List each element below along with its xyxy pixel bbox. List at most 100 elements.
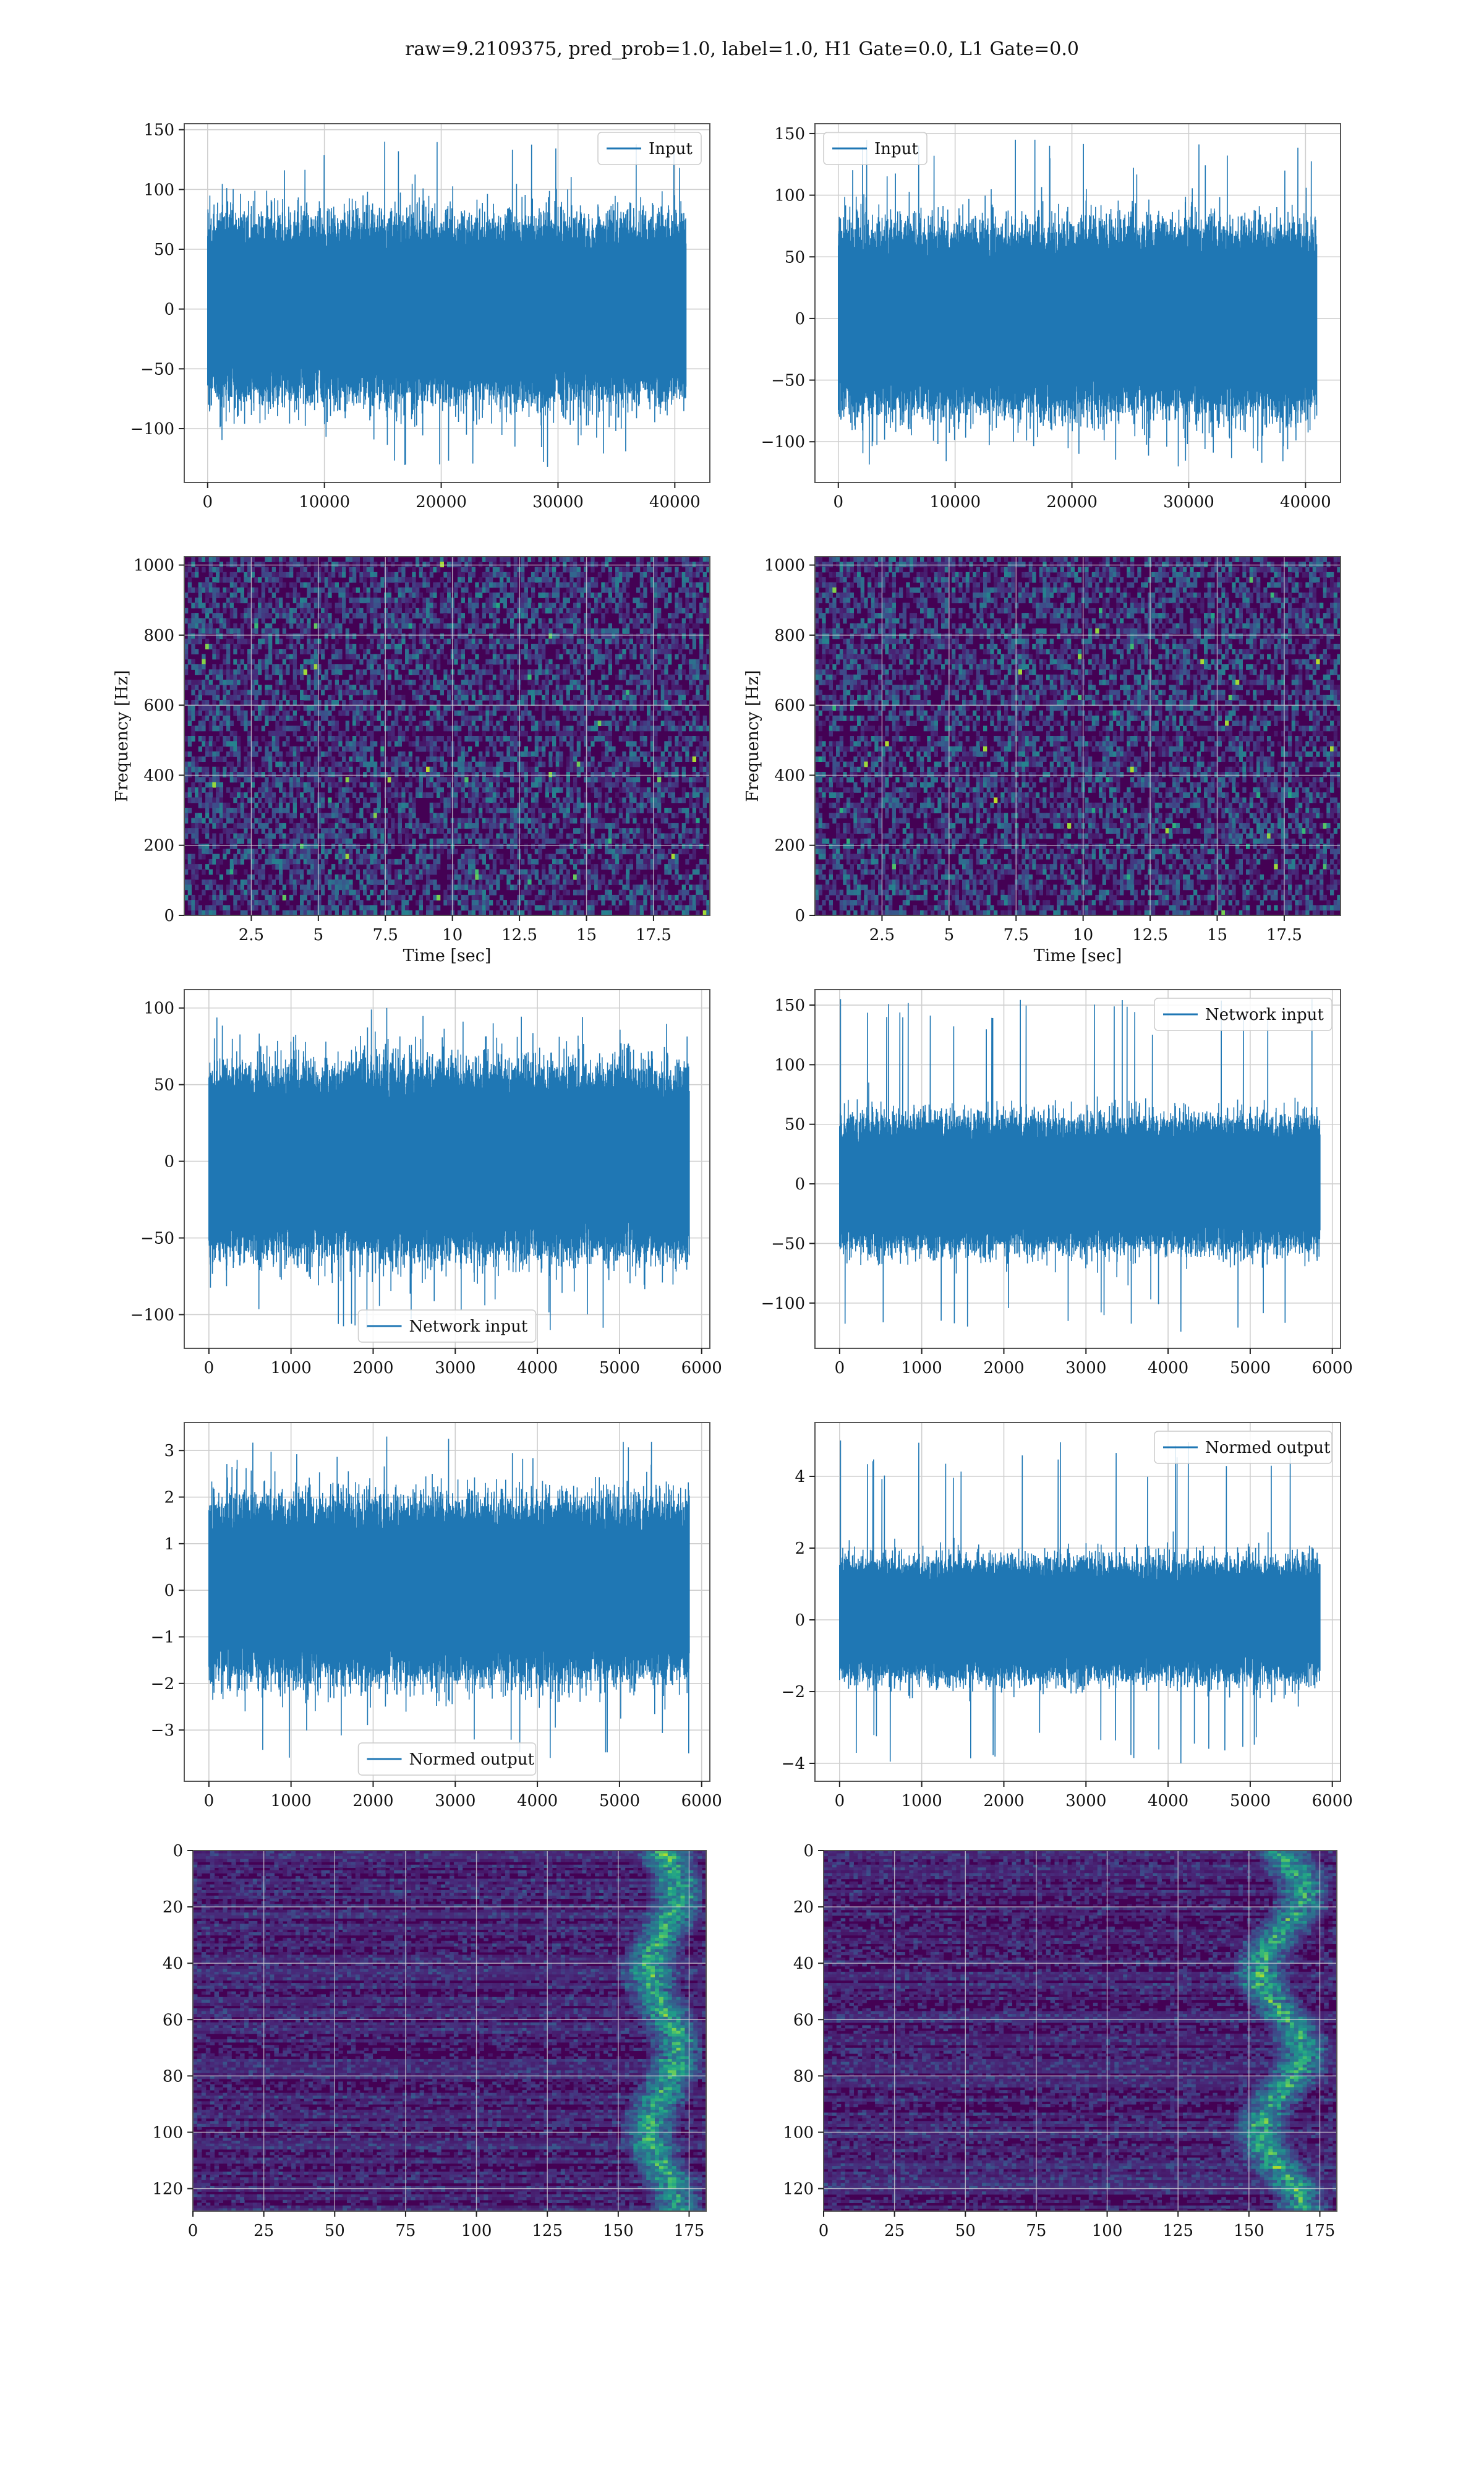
heatmap-cell: [303, 802, 307, 808]
heatmap-cell: [324, 674, 328, 680]
heatmap-cell: [233, 607, 237, 614]
heatmap-cell: [398, 726, 402, 732]
chart-panel-ts-input-h1: 0 10000 20000 30000 40000−100−50050100150Inp…: [130, 121, 710, 511]
heatmap-cell: [555, 730, 560, 737]
heatmap-cell: [548, 761, 553, 768]
heatmap-cell: [342, 618, 346, 624]
heatmap-cell: [313, 654, 318, 660]
heatmap-cell: [618, 571, 623, 578]
heatmap-cell: [394, 633, 399, 640]
heatmap-cell: [408, 587, 412, 593]
heatmap-cell: [275, 577, 279, 583]
heatmap-cell: [650, 557, 654, 562]
heatmap-cell: [654, 571, 658, 578]
heatmap-cell: [605, 633, 609, 640]
heatmap-cell: [587, 705, 591, 711]
heatmap-cell: [531, 700, 535, 706]
heatmap-cell: [212, 813, 216, 819]
heatmap-cell: [198, 721, 202, 726]
heatmap-cell: [605, 562, 609, 568]
heatmap-cell: [373, 715, 378, 721]
heatmap-cell: [489, 562, 493, 568]
heatmap-cell: [401, 813, 406, 819]
heatmap-cell: [468, 562, 472, 568]
heatmap-cell: [584, 618, 588, 624]
heatmap-cell: [359, 782, 364, 788]
heatmap-cell: [475, 602, 479, 609]
heatmap-cell: [398, 782, 402, 788]
heatmap-cell: [212, 823, 216, 829]
heatmap-cell: [387, 710, 391, 716]
heatmap-cell: [639, 654, 644, 660]
heatmap-cell: [282, 582, 286, 588]
heatmap-cell: [521, 674, 525, 680]
heatmap-cell: [229, 721, 234, 726]
heatmap-cell: [573, 705, 578, 711]
heatmap-cell: [654, 828, 658, 834]
heatmap-cell: [363, 782, 367, 788]
heatmap-cell: [313, 557, 318, 562]
heatmap-cell: [678, 669, 683, 675]
heatmap-cell: [202, 685, 206, 690]
heatmap-cell: [489, 582, 493, 588]
heatmap-cell: [626, 818, 630, 824]
heatmap-cell: [317, 833, 322, 839]
heatmap-cell: [349, 813, 353, 819]
heatmap-cell: [226, 787, 231, 793]
heatmap-cell: [324, 582, 328, 588]
heatmap-cell: [496, 833, 500, 839]
heatmap-cell: [447, 593, 451, 598]
heatmap-cell: [622, 582, 626, 588]
heatmap-cell: [373, 602, 378, 609]
heatmap-cell: [458, 577, 462, 583]
heatmap-cell: [542, 607, 546, 614]
heatmap-cell: [380, 736, 385, 742]
heatmap-cell: [489, 669, 493, 675]
heatmap-cell: [454, 654, 458, 660]
heatmap-cell: [268, 833, 273, 839]
heatmap-cell: [538, 664, 542, 670]
heatmap-cell: [370, 746, 374, 752]
heatmap-cell: [335, 823, 339, 829]
heatmap-cell: [433, 587, 437, 593]
heatmap-cell: [321, 577, 325, 583]
heatmap-cell: [689, 669, 693, 675]
heatmap-cell: [458, 787, 462, 793]
heatmap-cell: [447, 802, 451, 808]
heatmap-cell: [461, 787, 465, 793]
heatmap-cell: [292, 664, 297, 670]
heatmap-cell: [485, 582, 490, 588]
heatmap-cell: [313, 710, 318, 716]
heatmap-cell: [591, 577, 595, 583]
heatmap-cell: [482, 782, 486, 788]
heatmap-cell: [668, 577, 672, 583]
heatmap-cell: [566, 649, 570, 654]
heatmap-cell: [363, 557, 367, 562]
heatmap-cell: [531, 679, 535, 685]
heatmap-cell: [563, 577, 567, 583]
heatmap-cell: [447, 674, 451, 680]
heatmap-cell: [328, 736, 332, 742]
heatmap-cell: [542, 669, 546, 675]
heatmap-cell: [373, 761, 378, 768]
heatmap-cell: [363, 823, 367, 829]
heatmap-cell: [191, 766, 195, 773]
heatmap-cell: [464, 690, 469, 696]
heatmap-cell: [226, 818, 231, 824]
heatmap-cell: [681, 726, 686, 732]
heatmap-cell: [503, 582, 507, 588]
heatmap-cell: [250, 797, 255, 803]
heatmap-cell: [584, 628, 588, 634]
heatmap-cell: [286, 802, 290, 808]
heatmap-cell: [580, 685, 584, 690]
heatmap-cell: [223, 623, 227, 629]
heatmap-cell: [292, 643, 297, 649]
heatmap-cell: [699, 602, 704, 609]
heatmap-cell: [405, 582, 409, 588]
heatmap-cell: [681, 828, 686, 834]
heatmap-cell: [513, 571, 518, 578]
heatmap-cell: [597, 695, 602, 701]
heatmap-cell: [657, 618, 662, 624]
heatmap-cell: [531, 628, 535, 634]
heatmap-cell: [331, 643, 336, 649]
